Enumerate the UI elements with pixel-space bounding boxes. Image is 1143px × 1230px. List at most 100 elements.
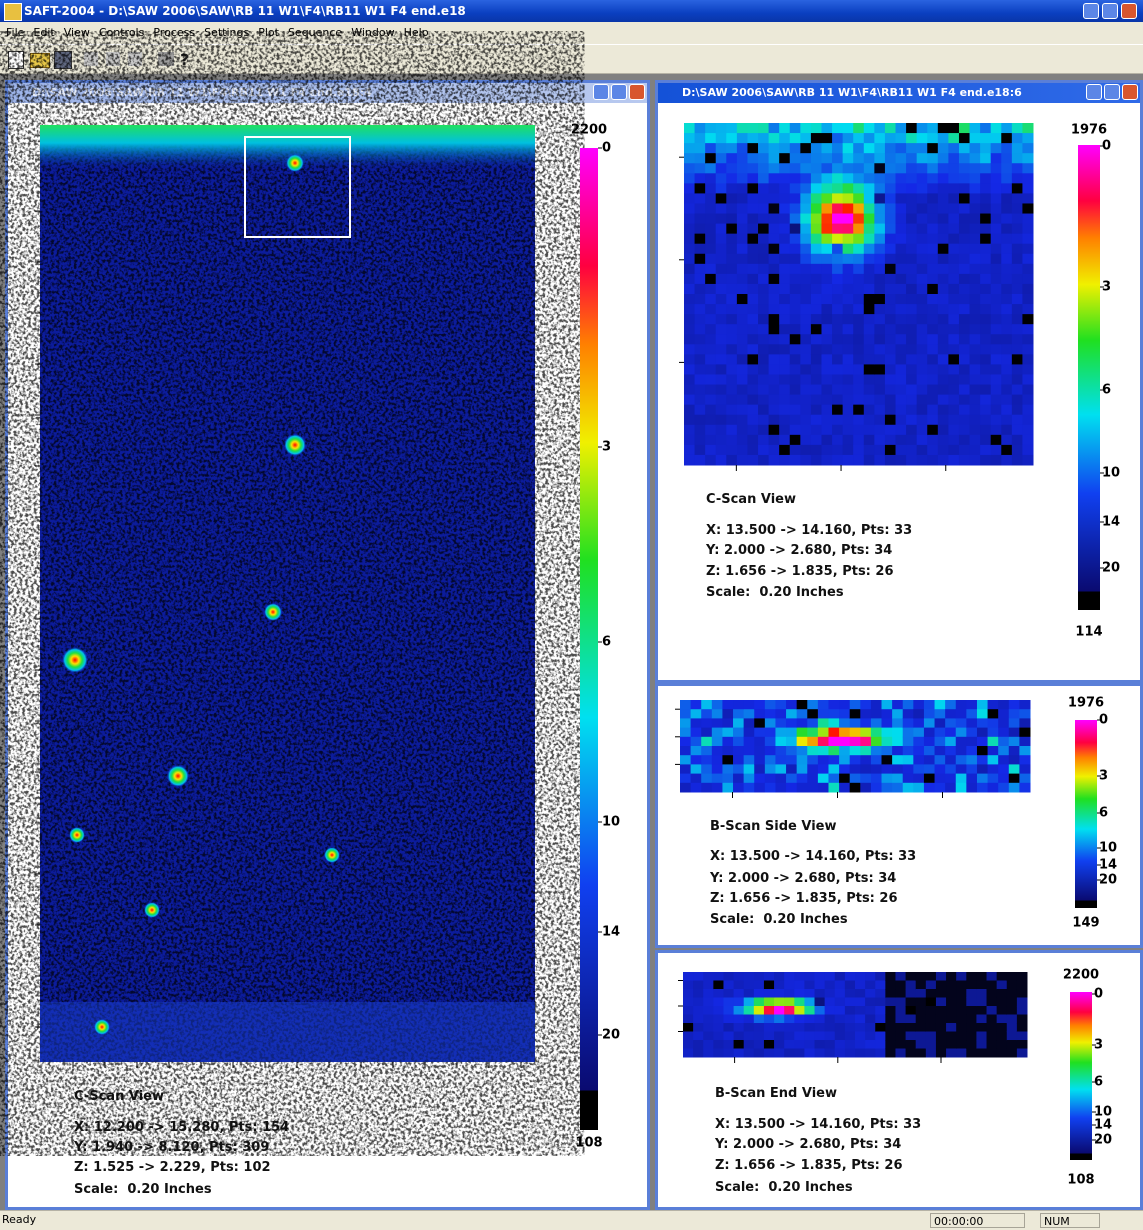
scan-pixel (774, 989, 785, 998)
scan-pixel (1017, 998, 1028, 1007)
scan-pixel (936, 1015, 947, 1024)
scan-pixel (966, 972, 977, 981)
scan-pixel (885, 425, 896, 436)
scan-pixel (936, 1040, 947, 1049)
scan-pixel (1012, 415, 1023, 426)
scan-pixel (712, 764, 723, 774)
scan-pixel (754, 972, 765, 981)
scan-pixel (744, 1040, 755, 1049)
scan-pixel (794, 1015, 805, 1024)
scan-pixel (991, 314, 1002, 325)
scan-pixel (895, 981, 906, 990)
scan-pixel (1019, 755, 1030, 765)
menu-item[interactable]: Settings (204, 26, 249, 39)
scan-pixel (775, 755, 786, 765)
menu-item[interactable]: Plot (258, 26, 279, 39)
scan-pixel (683, 981, 694, 990)
scan-pixel (916, 1049, 927, 1058)
scan-pixel (970, 284, 981, 295)
maximize[interactable] (1102, 3, 1118, 19)
scan-pixel (853, 294, 864, 305)
scan-pixel (769, 425, 780, 436)
scan-pixel (980, 324, 991, 335)
window-button[interactable] (629, 84, 645, 100)
scan-pixel (821, 344, 832, 355)
scan-pixel (1019, 700, 1030, 710)
scan-pixel (765, 746, 776, 756)
scan-pixel (769, 193, 780, 204)
window-button[interactable] (1086, 84, 1102, 100)
scan-pixel (800, 224, 811, 235)
menu-item[interactable]: Process (153, 26, 195, 39)
menu-item[interactable]: Window (351, 26, 394, 39)
scan-pixel (747, 294, 758, 305)
scan-pixel (998, 737, 1009, 747)
scan-pixel (747, 304, 758, 315)
scan-pixel (779, 364, 790, 375)
paste-button[interactable] (128, 52, 142, 66)
menu-item[interactable]: Edit (33, 26, 54, 39)
scan-pixel (713, 1006, 724, 1015)
menu-item[interactable]: Help (404, 26, 429, 39)
window-button[interactable] (593, 84, 609, 100)
scan-pixel (786, 700, 797, 710)
close[interactable] (1121, 3, 1137, 19)
scan-pixel (701, 709, 712, 719)
scan-pixel (774, 1023, 785, 1032)
menu-item[interactable]: Controls (99, 26, 145, 39)
scan-pixel (754, 718, 765, 728)
scan-pixel (758, 244, 769, 255)
scan-pixel (1022, 455, 1033, 466)
scan-pixel (807, 774, 818, 784)
scan-pixel (865, 972, 876, 981)
scan-pixel (980, 374, 991, 385)
scan-pixel (913, 746, 924, 756)
window-button[interactable] (611, 84, 627, 100)
scan-pixel (832, 214, 843, 225)
save-button[interactable] (54, 51, 72, 69)
scan-pixel (1009, 728, 1020, 738)
new-button[interactable] (8, 51, 24, 69)
scan-pixel (747, 183, 758, 194)
scan-pixel (860, 774, 871, 784)
menu-item[interactable]: View (64, 26, 90, 39)
scan-pixel (924, 709, 935, 719)
menu-item[interactable]: File (6, 26, 24, 39)
scan-pixel (927, 374, 938, 385)
scan-pixel (853, 314, 864, 325)
scan-pixel (821, 334, 832, 345)
window-button[interactable] (1104, 84, 1120, 100)
child-window: D:\SAW 2006\SAW\RB 11 W1\F4\RB11 W1 F4 e… (655, 80, 1143, 683)
print-button[interactable] (158, 52, 174, 66)
scan-pixel (703, 972, 714, 981)
scan-pixel (843, 244, 854, 255)
scan-pixel (938, 123, 949, 134)
scan-pixel (695, 234, 706, 245)
scan-pixel (723, 1023, 734, 1032)
scan-spot (284, 434, 306, 456)
scan-pixel (913, 755, 924, 765)
scan-pixel (684, 163, 695, 174)
scan-pixel (946, 981, 957, 990)
color-bar (1078, 145, 1100, 610)
scan-pixel (946, 972, 957, 981)
scan-pixel (980, 364, 991, 375)
scan-pixel (892, 709, 903, 719)
minimize[interactable] (1083, 3, 1099, 19)
scan-pixel (769, 244, 780, 255)
help-button[interactable]: ? (180, 50, 189, 69)
scan-pixel (1019, 746, 1030, 756)
menu-item[interactable]: Sequence (288, 26, 342, 39)
copy-button[interactable] (106, 52, 120, 66)
scan-pixel (864, 244, 875, 255)
scan-pixel (754, 998, 765, 1007)
scan-pixel (980, 294, 991, 305)
cut-button[interactable] (84, 52, 98, 66)
scan-pixel (790, 445, 801, 456)
open-button[interactable] (30, 53, 50, 68)
scan-pixel (885, 972, 896, 981)
scan-pixel (1001, 274, 1012, 285)
window-button[interactable] (1122, 84, 1138, 100)
scan-pixel (1022, 224, 1033, 235)
scan-pixel (896, 173, 907, 184)
